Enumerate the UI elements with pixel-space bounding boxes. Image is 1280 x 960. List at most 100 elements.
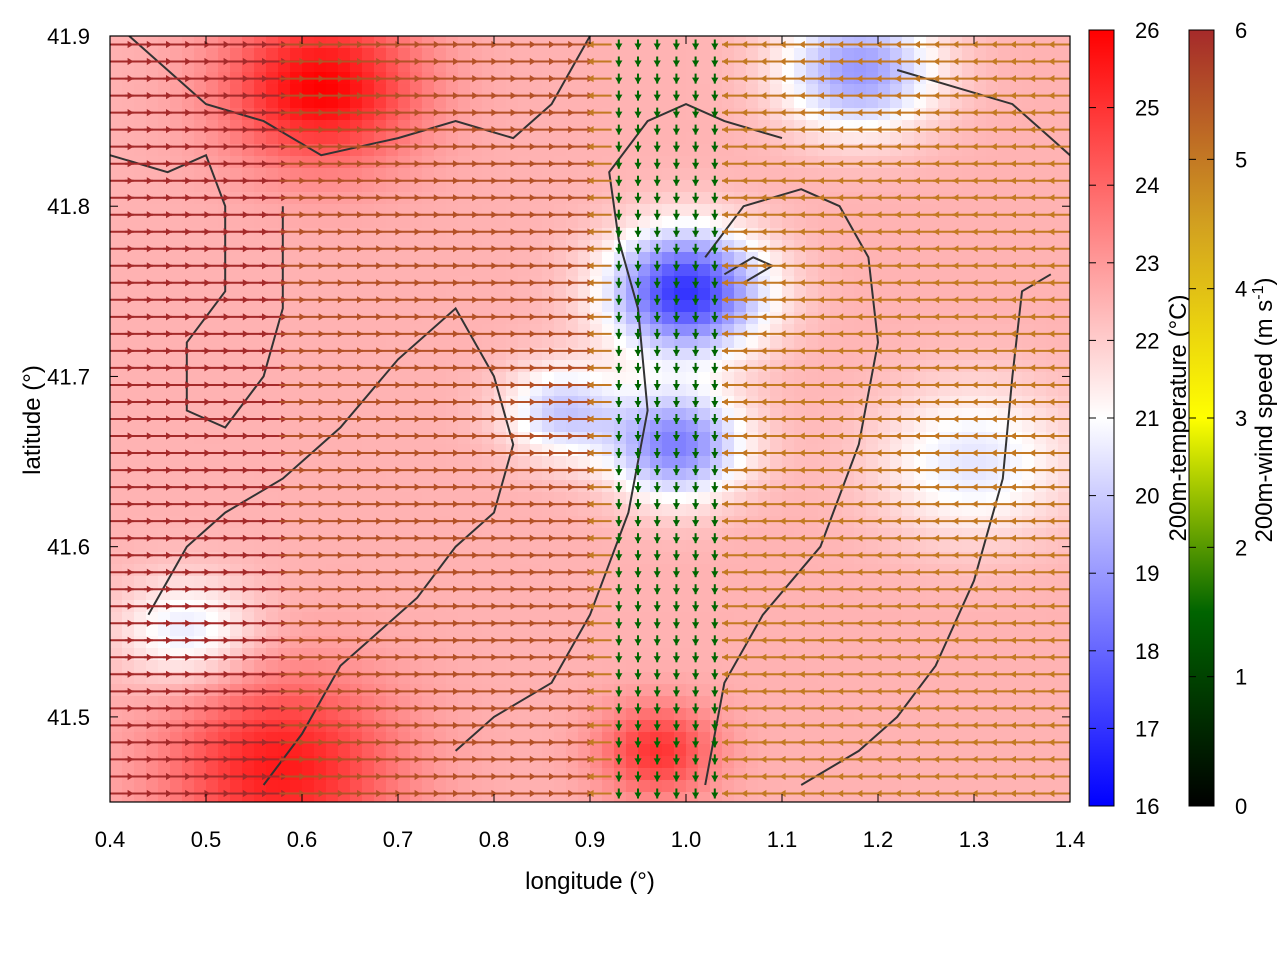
temperature-cell	[518, 348, 531, 361]
temperature-cell	[518, 504, 531, 517]
temperature-cell	[698, 348, 711, 361]
temperature-cell	[350, 768, 363, 781]
temperature-cell	[206, 108, 219, 121]
temperature-cell	[326, 180, 339, 193]
temperature-cell	[998, 576, 1011, 589]
temperature-cell	[110, 516, 123, 529]
temperature-cell	[170, 348, 183, 361]
temperature-cell	[962, 432, 975, 445]
temperature-cell	[770, 252, 783, 265]
temperature-cell	[746, 504, 759, 517]
temperature-cell	[1022, 744, 1035, 757]
temperature-cell	[518, 708, 531, 721]
temperature-cell	[806, 132, 819, 145]
temperature-cell	[998, 180, 1011, 193]
temperature-cell	[458, 288, 471, 301]
temperature-cell	[854, 216, 867, 229]
temperature-cell	[386, 660, 399, 673]
temperature-cell	[398, 696, 411, 709]
temperature-cell	[902, 312, 915, 325]
temperature-cell	[362, 312, 375, 325]
temperature-cell	[590, 252, 603, 265]
temperature-cell	[1046, 48, 1059, 61]
temperature-cell	[458, 660, 471, 673]
temperature-cell	[902, 624, 915, 637]
temperature-cell	[926, 252, 939, 265]
temperature-cell	[554, 252, 567, 265]
temperature-cell	[314, 84, 327, 97]
temperature-cell	[374, 168, 387, 181]
temperature-cell	[170, 624, 183, 637]
temperature-cell	[854, 420, 867, 433]
temperature-cell	[890, 132, 903, 145]
temperature-cell	[194, 696, 207, 709]
temperature-cell	[518, 540, 531, 553]
temperature-cell	[818, 180, 831, 193]
temperature-cell	[374, 336, 387, 349]
temperature-cell	[746, 156, 759, 169]
temperature-cell	[698, 228, 711, 241]
temperature-cell	[242, 660, 255, 673]
temperature-cell	[602, 132, 615, 145]
temperature-cell	[1022, 456, 1035, 469]
temperature-cell	[170, 696, 183, 709]
temperature-cell	[326, 204, 339, 217]
temperature-cell	[626, 48, 639, 61]
temperature-cell	[134, 636, 147, 649]
temperature-cell	[194, 660, 207, 673]
temperature-cell	[974, 624, 987, 637]
temperature-cell	[278, 240, 291, 253]
temperature-cell	[842, 420, 855, 433]
temperature-cell	[770, 456, 783, 469]
temperature-cell	[662, 264, 675, 277]
temperature-cell	[698, 96, 711, 109]
temperature-cell	[170, 252, 183, 265]
temperature-cell	[962, 552, 975, 565]
temperature-cell	[722, 624, 735, 637]
temperature-cell	[698, 276, 711, 289]
temperature-cell	[1010, 444, 1023, 457]
temperature-cell	[866, 132, 879, 145]
temperature-cell	[818, 492, 831, 505]
temperature-cell	[338, 516, 351, 529]
temperature-cell	[302, 576, 315, 589]
temperature-cell	[338, 288, 351, 301]
temperature-cell	[1034, 300, 1047, 313]
temperature-cell	[782, 336, 795, 349]
temperature-cell	[302, 768, 315, 781]
temperature-cell	[866, 36, 879, 49]
temperature-cell	[470, 444, 483, 457]
temperature-cell	[1034, 696, 1047, 709]
temperature-cell	[902, 180, 915, 193]
temperature-cell	[422, 456, 435, 469]
temperature-cell	[362, 516, 375, 529]
temperature-cell	[542, 36, 555, 49]
temperature-cell	[578, 420, 591, 433]
temperature-cell	[146, 792, 159, 802]
temperature-cell	[746, 648, 759, 661]
temperature-cell	[338, 60, 351, 73]
temperature-cell	[662, 216, 675, 229]
temperature-cell	[434, 252, 447, 265]
temperature-cell	[326, 300, 339, 313]
temperature-cell	[602, 420, 615, 433]
temperature-cell	[290, 588, 303, 601]
temperature-cell	[314, 708, 327, 721]
temperature-cell	[938, 120, 951, 133]
temperature-cell	[842, 300, 855, 313]
temperature-cell	[302, 300, 315, 313]
temperature-cell	[362, 300, 375, 313]
temperature-cell	[326, 96, 339, 109]
temperature-cell	[314, 204, 327, 217]
temperature-cell	[362, 552, 375, 565]
temperature-cell	[782, 780, 795, 793]
temperature-cell	[134, 768, 147, 781]
temperature-cell	[170, 504, 183, 517]
temperature-cell	[458, 756, 471, 769]
temperature-cell	[842, 48, 855, 61]
temperature-cell	[398, 768, 411, 781]
temperature-cell	[494, 180, 507, 193]
temperature-cell	[458, 132, 471, 145]
temperature-cell	[806, 168, 819, 181]
